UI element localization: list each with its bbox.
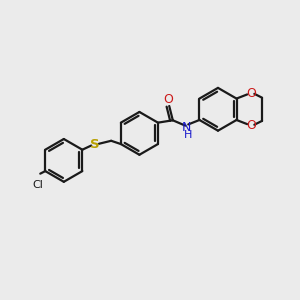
Text: O: O	[163, 93, 173, 106]
Text: Cl: Cl	[33, 180, 44, 190]
Text: H: H	[184, 130, 193, 140]
Text: O: O	[246, 119, 256, 132]
Text: S: S	[90, 138, 100, 151]
Text: N: N	[182, 121, 191, 134]
Text: O: O	[246, 87, 256, 100]
